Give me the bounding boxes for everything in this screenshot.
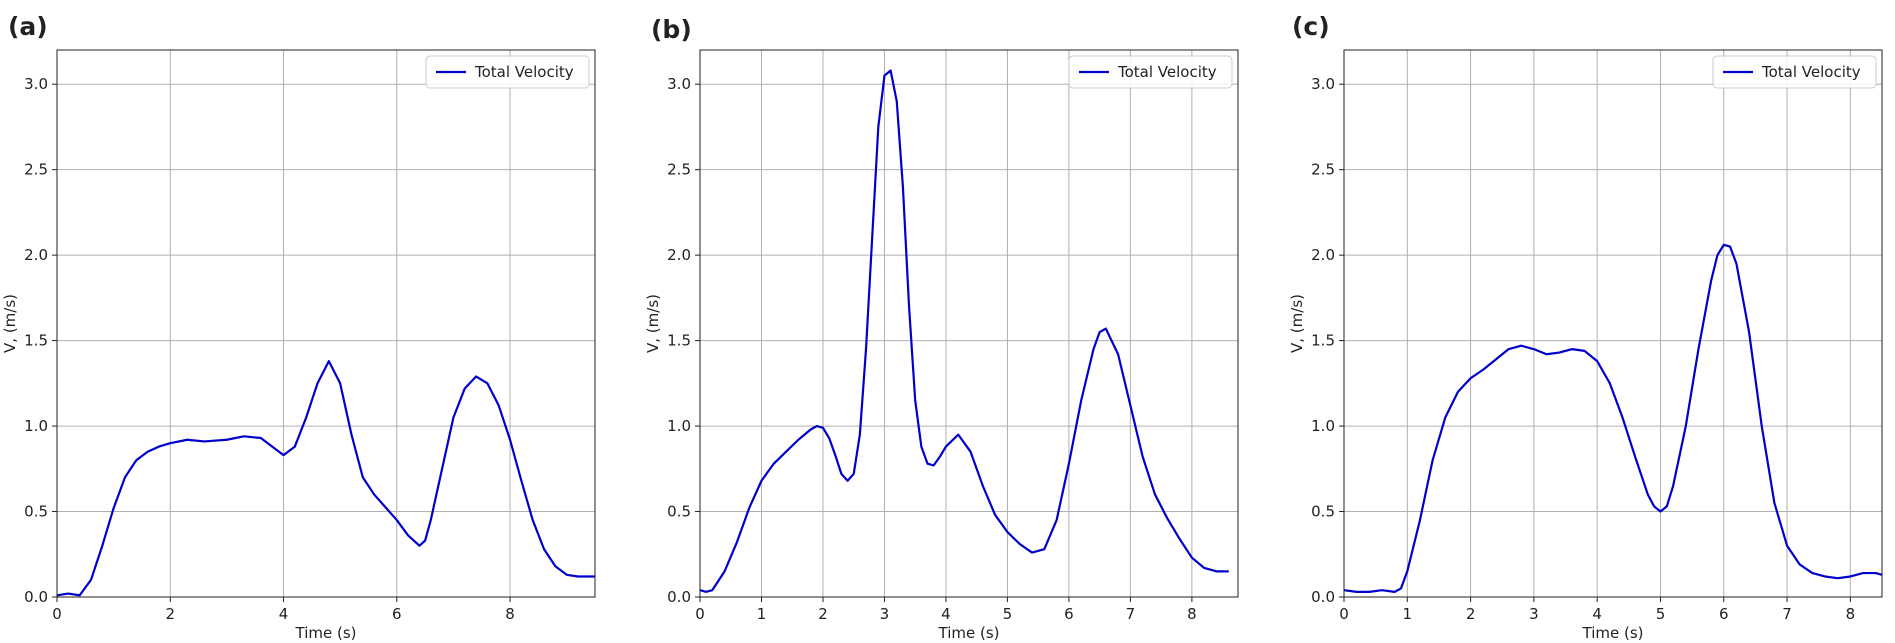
series-line-total-velocity xyxy=(1343,243,1883,593)
y-tick-label: 1.0 xyxy=(667,417,691,435)
legend-box xyxy=(1068,55,1233,89)
x-tick-label: 0 xyxy=(52,605,62,623)
y-tick-label: 1.0 xyxy=(24,417,48,435)
x-tick-label: 4 xyxy=(279,605,289,623)
x-tick-label: 0 xyxy=(1339,605,1349,623)
y-tick-label: 0.0 xyxy=(667,588,691,606)
x-tick-label: 7 xyxy=(1126,605,1136,623)
x-axis-label: Time (s) xyxy=(938,624,1000,642)
x-tick-label: 2 xyxy=(1466,605,1476,623)
axes-frame xyxy=(56,49,596,598)
y-tick-label: 3.0 xyxy=(1311,75,1335,93)
x-tick-label: 4 xyxy=(941,605,951,623)
x-axis-label: Time (s) xyxy=(295,624,357,642)
x-tick-label: 6 xyxy=(392,605,402,623)
y-axis-label: V, (m/s) xyxy=(1288,294,1306,353)
x-tick-label: 7 xyxy=(1782,605,1792,623)
series-line-total-velocity xyxy=(56,360,595,597)
panel-label: (b) xyxy=(651,15,692,44)
y-tick-label: 0.5 xyxy=(667,503,691,521)
y-tick-label: 2.0 xyxy=(1311,246,1335,264)
y-tick-label: 2.5 xyxy=(1311,161,1335,179)
legend: Total Velocity xyxy=(1712,55,1877,89)
y-tick-label: 3.0 xyxy=(667,75,691,93)
y-tick-label: 1.5 xyxy=(1311,332,1335,350)
y-tick-label: 1.0 xyxy=(1311,417,1335,435)
y-tick-label: 0.5 xyxy=(24,503,48,521)
x-tick-label: 1 xyxy=(757,605,767,623)
legend: Total Velocity xyxy=(1068,55,1233,89)
x-tick-label: 8 xyxy=(1187,605,1197,623)
y-axis-label: V, (m/s) xyxy=(644,294,662,353)
axes-frame xyxy=(699,49,1239,598)
legend-entry-label: Total Velocity xyxy=(1761,63,1861,81)
panel-label: (c) xyxy=(1292,12,1330,41)
x-tick-label: 6 xyxy=(1719,605,1729,623)
y-tick-label: 2.0 xyxy=(24,246,48,264)
y-tick-label: 1.5 xyxy=(24,332,48,350)
axes-frame xyxy=(1343,49,1883,598)
x-tick-label: 0 xyxy=(695,605,705,623)
x-axis-label: Time (s) xyxy=(1582,624,1644,642)
chart-panel-1: (b) 0 1 2 3 4 5 6 7 8 0.0 0.5 1.0 1.5 2.0 2.5 3.0 Time (s… xyxy=(644,15,1239,642)
y-tick-label: 2.5 xyxy=(667,161,691,179)
legend: Total Velocity xyxy=(425,55,590,89)
y-tick-label: 0.5 xyxy=(1311,503,1335,521)
y-tick-label: 2.5 xyxy=(24,161,48,179)
chart-panel-2: (c) 0 1 2 3 4 5 6 7 8 0.0 0.5 1.0 1.5 2.0 2.5 3.0 Time (s… xyxy=(1288,12,1883,642)
x-tick-label: 8 xyxy=(505,605,515,623)
x-tick-label: 1 xyxy=(1403,605,1413,623)
x-tick-label: 2 xyxy=(165,605,175,623)
x-tick-label: 3 xyxy=(1529,605,1539,623)
legend-box xyxy=(425,55,590,89)
x-tick-label: 5 xyxy=(1003,605,1013,623)
x-tick-label: 8 xyxy=(1846,605,1856,623)
legend-entry-label: Total Velocity xyxy=(474,63,574,81)
x-tick-label: 5 xyxy=(1656,605,1666,623)
y-axis-label: V, (m/s) xyxy=(1,294,19,353)
y-tick-label: 0.0 xyxy=(1311,588,1335,606)
y-tick-label: 1.5 xyxy=(667,332,691,350)
panel-label: (a) xyxy=(8,12,48,41)
series-line-total-velocity xyxy=(699,69,1229,593)
x-tick-label: 2 xyxy=(818,605,828,623)
y-tick-label: 3.0 xyxy=(24,75,48,93)
x-tick-label: 4 xyxy=(1592,605,1602,623)
y-tick-label: 2.0 xyxy=(667,246,691,264)
y-tick-label: 0.0 xyxy=(24,588,48,606)
x-tick-label: 3 xyxy=(880,605,890,623)
x-tick-label: 6 xyxy=(1064,605,1074,623)
legend-entry-label: Total Velocity xyxy=(1117,63,1217,81)
legend-box xyxy=(1712,55,1877,89)
chart-panel-0: (a) 0 2 4 6 8 0.0 0.5 1.0 1.5 2.0 2.5 3.0 Time (s) V, … xyxy=(1,12,596,642)
